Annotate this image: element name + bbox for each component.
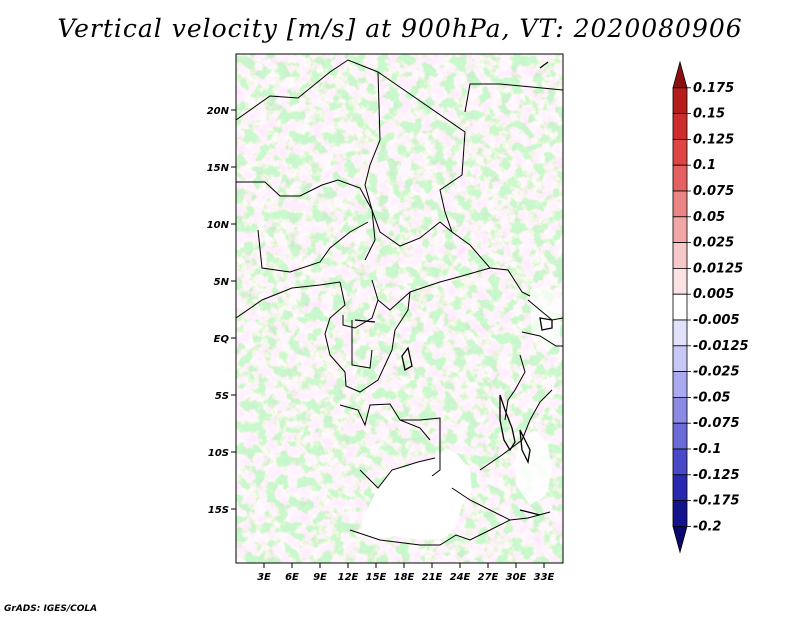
lon-label: 30E [506,572,527,583]
lon-label: 12E [338,572,359,583]
colorbar-label: -0.025 [693,365,740,380]
lon-label: 6E [285,572,299,583]
lon-label: 27E [478,572,499,583]
colorbar-segment [672,422,688,450]
colorbar-segment [672,190,688,218]
lon-label: 18E [394,572,415,583]
colorbar-label: -0.175 [693,494,740,509]
colorbar-segment [672,138,688,166]
colorbar-segment [672,267,688,295]
lon-label: 9E [313,572,327,583]
colorbar-segment [672,345,688,372]
lat-label: 20N [207,106,230,117]
lon-label: 24E [450,572,471,583]
water-bodies [354,61,553,516]
colorbar-segment [672,293,688,321]
lat-label: 10N [207,220,230,231]
colorbar-label: -0.0125 [693,339,749,354]
colorbar-max-arrow [672,60,688,89]
colorbar-label: 0.0125 [693,261,743,276]
lat-label: 10S [208,448,229,459]
masked-terrain-east [514,430,552,505]
colorbar-segment [672,242,688,269]
colorbar-label: 0.15 [693,107,725,122]
colorbar-segment [672,448,688,476]
colorbar-segment [672,371,688,398]
lon-label: 15E [366,572,387,583]
colorbar-label: 0.075 [693,184,734,199]
colorbar [672,60,691,554]
colorbar-label: -0.005 [693,313,740,328]
colorbar-label: 0.125 [693,132,734,147]
country-borders [236,59,563,546]
lon-label: 3E [257,572,271,583]
colorbar-label: 0.005 [693,287,734,302]
colorbar-label: -0.05 [693,390,730,405]
colorbar-label: 0.175 [693,81,734,96]
map-frame [235,53,564,564]
lon-axis [263,563,545,568]
lat-label: 15N [207,163,230,174]
lat-label: EQ [214,334,230,345]
colorbar-segment [672,474,688,501]
colorbar-label: 0.05 [693,210,725,225]
colorbar-label: -0.125 [693,468,740,483]
lat-label: 5N [214,277,230,288]
colorbar-min-arrow [672,526,688,554]
colorbar-label: -0.075 [693,416,740,431]
colorbar-label: -0.2 [693,519,721,534]
lat-label: 5S [215,391,229,402]
lon-label: 21E [422,572,443,583]
colorbar-segment [672,319,688,347]
lon-label: 33E [534,572,555,583]
colorbar-segment [672,113,688,140]
lat-axis [231,109,236,510]
chart-title: Vertical velocity [m/s] at 900hPa, VT: 2… [57,14,743,43]
colorbar-label: 0.1 [693,158,716,173]
masked-terrain-south [362,448,472,540]
colorbar-segment [672,164,688,192]
colorbar-segment [672,396,688,424]
colorbar-segment [672,87,688,115]
colorbar-segment [672,500,688,527]
colorbar-segment [672,216,688,244]
colorbar-label: -0.1 [693,442,721,457]
colorbar-label: 0.025 [693,236,734,251]
grads-credit: GrADS: IGES/COLA [4,604,98,614]
lat-label: 15S [208,505,229,516]
